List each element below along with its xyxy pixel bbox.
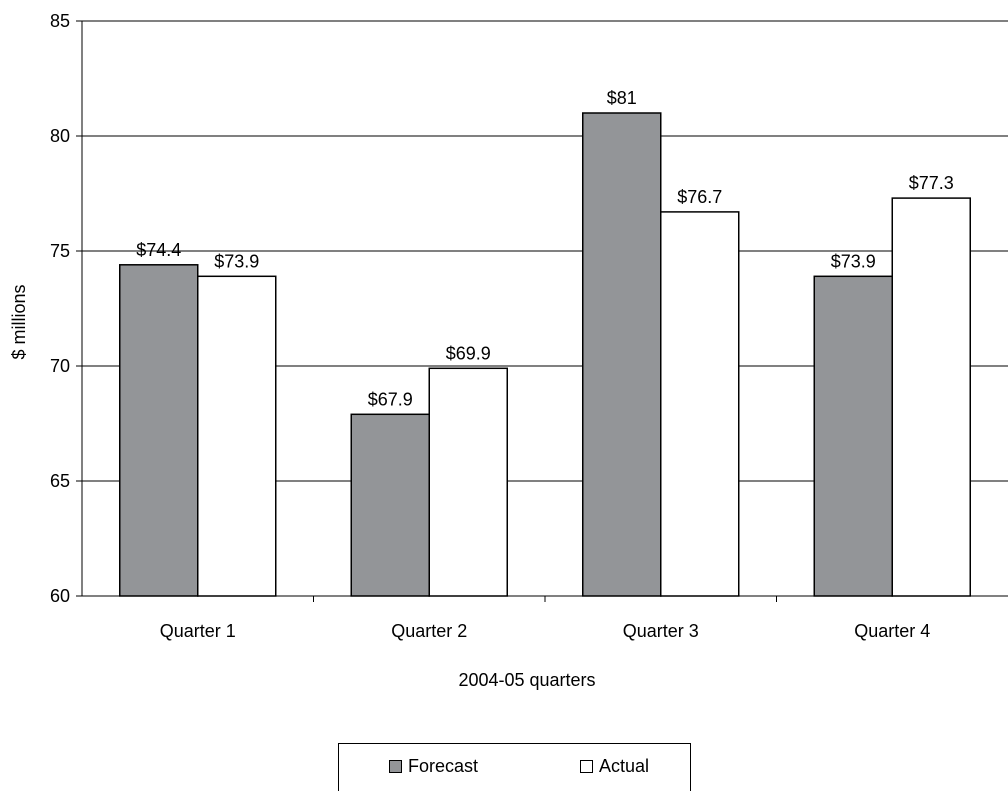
legend-label-actual: Actual [599, 756, 650, 776]
data-labels: $74.4 $73.9 $67.9 $69.9 $81 $76.7 $73.9 $77.3 [136, 88, 954, 409]
legend-label-forecast: Forecast [408, 756, 479, 776]
bar-actual [660, 211, 740, 597]
y-tick-label: 70 [50, 356, 70, 376]
data-label: $77.3 [909, 173, 954, 193]
y-tick-label: 80 [50, 126, 70, 146]
bar-forecast [350, 413, 430, 597]
x-tick-label: Quarter 1 [160, 621, 236, 641]
legend-swatch-actual [580, 760, 593, 773]
data-label: $69.9 [446, 343, 491, 363]
data-label: $81 [607, 88, 637, 108]
data-label: $76.7 [677, 187, 722, 207]
legend-item-forecast: Forecast [389, 756, 478, 777]
legend: Forecast Actual [338, 743, 691, 791]
y-axis-label: $ millions [9, 284, 29, 359]
legend-item-actual: Actual [580, 756, 649, 777]
y-tick-label: 60 [50, 586, 70, 606]
bar-actual [197, 275, 277, 597]
bars [119, 112, 971, 597]
bar-actual [891, 197, 971, 597]
x-tick-label: Quarter 2 [391, 621, 467, 641]
bar-forecast [119, 264, 199, 597]
axes: 60 65 70 75 80 85 Quarter 1 Quarter 2 Quarter 3 Q… [50, 11, 1008, 641]
data-label: $73.9 [214, 251, 259, 271]
data-label: $73.9 [831, 251, 876, 271]
x-tick-label: Quarter 4 [854, 621, 930, 641]
x-axis-label: 2004-05 quarters [458, 670, 595, 690]
data-label: $67.9 [368, 389, 413, 409]
bar-actual [428, 367, 508, 597]
bar-forecast [813, 275, 893, 597]
x-tick-label: Quarter 3 [623, 621, 699, 641]
y-tick-label: 75 [50, 241, 70, 261]
bar-forecast [582, 112, 662, 597]
data-label: $74.4 [136, 240, 181, 260]
legend-swatch-forecast [389, 760, 402, 773]
y-tick-label: 65 [50, 471, 70, 491]
y-tick-label: 85 [50, 11, 70, 31]
